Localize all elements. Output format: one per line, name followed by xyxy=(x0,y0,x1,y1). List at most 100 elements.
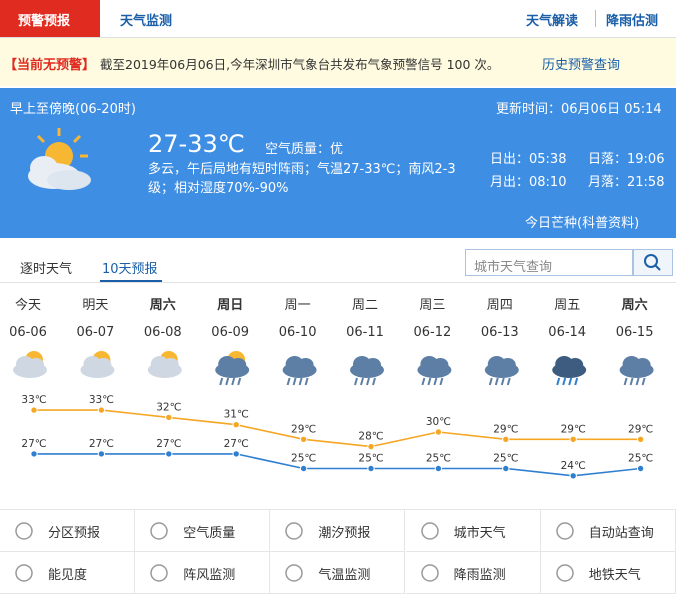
description: 多云，午后局地有短时阵雨；气温27-33℃；南风2-3级；相对湿度70%-90% xyxy=(148,162,456,196)
temperature-line xyxy=(34,409,641,448)
service-label: 自动站查询 xyxy=(588,526,654,541)
temperature-label: 31℃ xyxy=(224,409,249,421)
weekday: 周六 xyxy=(622,297,648,313)
service-label: 空气质量 xyxy=(183,526,236,541)
rain xyxy=(421,377,426,386)
service-label: 能见度 xyxy=(48,568,88,583)
cloud xyxy=(634,358,651,372)
rain xyxy=(237,377,242,386)
air-quality: 空气质量：优 xyxy=(265,142,344,157)
active-tab[interactable] xyxy=(0,0,100,37)
date: 06-14 xyxy=(548,325,586,340)
weather-icon xyxy=(282,356,317,386)
rain xyxy=(556,377,561,386)
rain xyxy=(225,377,230,386)
solar-term[interactable]: 今日芒种(科普资料) xyxy=(525,216,640,231)
rain xyxy=(629,377,634,386)
service-icon xyxy=(150,522,168,540)
temperature-point xyxy=(569,435,577,444)
weekday: 周一 xyxy=(285,298,311,313)
period: 早上至傍晚(06-20时) xyxy=(10,102,136,117)
temperature-label: 32℃ xyxy=(156,401,181,413)
temperature-point xyxy=(636,435,645,444)
service-label: 地铁天气 xyxy=(588,568,641,583)
tab[interactable]: 天气监测 xyxy=(120,14,173,29)
weekday: 今天 xyxy=(15,297,41,313)
nav-link[interactable]: 天气解读 xyxy=(526,14,579,29)
alert-link[interactable]: 历史预警查询 xyxy=(542,58,621,73)
moonset: 月落：21:58 xyxy=(588,175,665,190)
weather-icon xyxy=(215,351,250,386)
service-icon xyxy=(150,564,168,582)
date: 06-08 xyxy=(144,325,182,340)
service-link[interactable]: 自动站查询 xyxy=(540,510,676,552)
temperature-label: 25℃ xyxy=(493,453,518,465)
service-grid: 分区预报 空气质量 潮汐预报 城市天气 自动站查询能见度 阵风监测 气温监测 降雨监测 地铁天气 xyxy=(0,509,676,595)
weekday: 明天 xyxy=(82,298,108,313)
cloud xyxy=(162,358,179,372)
rain xyxy=(354,377,358,386)
date: 06-06 xyxy=(9,325,47,340)
weekday: 周三 xyxy=(419,298,445,313)
service-label: 城市天气 xyxy=(453,526,506,541)
temperature-label: 29℃ xyxy=(291,423,316,435)
service-icon xyxy=(556,522,574,540)
service-link[interactable]: 空气质量 xyxy=(135,510,271,552)
temperature-point xyxy=(502,435,510,444)
service-label: 降雨监测 xyxy=(453,568,506,583)
temperature-point xyxy=(30,406,38,414)
service-icon xyxy=(420,522,439,540)
rain xyxy=(494,377,499,386)
rain xyxy=(286,377,291,386)
temperature-label: 27℃ xyxy=(21,438,46,450)
alert-bar: 【当前无预警】 截至2019年06月06日,今年深圳市气象台共发布气象预警信号 … xyxy=(0,38,676,86)
service-link[interactable]: 气温监测 xyxy=(270,552,406,594)
tab[interactable]: 10天预报 xyxy=(102,262,158,277)
tab[interactable]: 预警预报 xyxy=(18,14,71,29)
temperature-point xyxy=(636,464,645,473)
service-icon xyxy=(15,564,33,582)
temperature-line xyxy=(34,453,641,477)
alert-message: 截至2019年06月06日,今年深圳市气象台共发布气象预警信号 100 次。 xyxy=(100,57,500,72)
sunrise: 日出：05:38 xyxy=(490,152,567,167)
service-link[interactable]: 能见度 xyxy=(0,552,135,594)
nav-link[interactable]: 降雨估测 xyxy=(606,14,659,29)
moonrise: 月出：08:10 xyxy=(490,175,567,190)
temperature-label: 27℃ xyxy=(89,438,114,450)
rain xyxy=(562,377,567,386)
cloud xyxy=(499,358,516,372)
service-link[interactable]: 阵风监测 xyxy=(135,552,271,594)
cloud xyxy=(297,358,314,372)
service-label: 潮汐预报 xyxy=(318,526,371,541)
search-button[interactable] xyxy=(633,249,673,276)
date: 06-12 xyxy=(414,325,452,340)
temperature-point xyxy=(165,450,173,458)
weekday: 周日 xyxy=(217,298,243,313)
date: 06-15 xyxy=(616,325,654,340)
temperature-point xyxy=(367,464,375,473)
service-link[interactable]: 分区预报 xyxy=(0,510,135,552)
temperature-label: 25℃ xyxy=(426,453,451,465)
divider xyxy=(595,10,596,27)
temperature-point xyxy=(502,464,510,473)
sunset: 日落：19:06 xyxy=(588,152,665,167)
temperature-point xyxy=(434,464,443,473)
temperature-point xyxy=(97,406,106,414)
temperature-point xyxy=(299,464,308,473)
rain xyxy=(488,377,493,386)
search-box[interactable]: 城市天气查询 xyxy=(465,249,633,276)
weather-icon xyxy=(80,351,115,378)
service-icon xyxy=(285,564,304,582)
date: 06-11 xyxy=(346,325,384,340)
service-link[interactable]: 城市天气 xyxy=(405,510,541,552)
service-link[interactable]: 地铁天气 xyxy=(540,552,676,594)
tab[interactable]: 逐时天气 xyxy=(20,262,73,277)
temperature-label: 29℃ xyxy=(628,423,653,435)
temperature-label: 29℃ xyxy=(561,423,586,435)
temperature-point xyxy=(232,421,240,429)
service-link[interactable]: 潮汐预报 xyxy=(270,510,406,552)
rain xyxy=(506,377,511,386)
divider xyxy=(0,282,676,283)
rain xyxy=(574,377,579,386)
service-link[interactable]: 降雨监测 xyxy=(405,552,541,594)
